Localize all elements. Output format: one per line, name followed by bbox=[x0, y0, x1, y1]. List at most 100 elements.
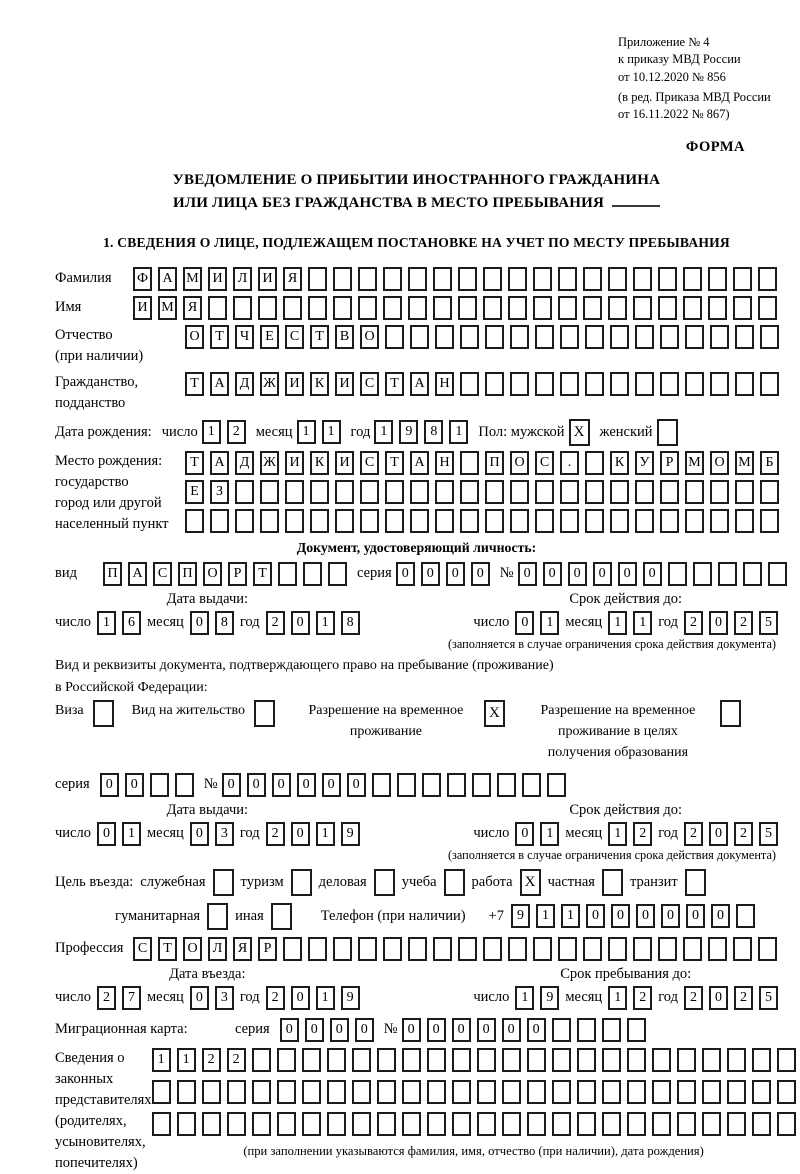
char-cell[interactable] bbox=[560, 371, 579, 396]
char-cell[interactable] bbox=[701, 1047, 721, 1072]
char-cell[interactable]: Т bbox=[185, 450, 204, 475]
purpose-humanitarian-checkbox[interactable] bbox=[207, 902, 229, 930]
char-cell[interactable] bbox=[458, 936, 477, 961]
char-cell[interactable] bbox=[526, 1079, 546, 1104]
char-cell[interactable] bbox=[233, 295, 252, 320]
char-cell[interactable] bbox=[483, 266, 502, 291]
char-cell[interactable] bbox=[608, 295, 627, 320]
char-cell[interactable]: Я bbox=[283, 266, 302, 291]
char-cell[interactable] bbox=[585, 508, 604, 533]
char-cell[interactable]: 1 bbox=[449, 420, 469, 445]
char-cell[interactable] bbox=[742, 561, 762, 586]
char-cell[interactable]: З bbox=[210, 479, 229, 504]
char-cell[interactable] bbox=[710, 479, 729, 504]
char-cell[interactable] bbox=[776, 1111, 796, 1136]
char-cell[interactable]: 1 bbox=[176, 1047, 196, 1072]
char-cell[interactable]: 2 bbox=[96, 985, 116, 1010]
char-cell[interactable] bbox=[508, 266, 527, 291]
char-cell[interactable]: 5 bbox=[759, 821, 778, 846]
char-cell[interactable] bbox=[760, 371, 779, 396]
char-cell[interactable] bbox=[610, 324, 629, 349]
char-cell[interactable] bbox=[383, 936, 402, 961]
char-cell[interactable] bbox=[683, 936, 702, 961]
char-cell[interactable] bbox=[651, 1111, 671, 1136]
char-cell[interactable] bbox=[308, 295, 327, 320]
char-cell[interactable] bbox=[760, 479, 779, 504]
char-cell[interactable] bbox=[758, 266, 777, 291]
char-cell[interactable] bbox=[335, 479, 354, 504]
char-cell[interactable] bbox=[251, 1047, 271, 1072]
char-cell[interactable] bbox=[685, 371, 704, 396]
char-cell[interactable]: 1 bbox=[540, 610, 560, 635]
char-cell[interactable]: 8 bbox=[340, 610, 360, 635]
char-cell[interactable]: 0 bbox=[221, 772, 241, 797]
char-cell[interactable] bbox=[726, 1111, 746, 1136]
char-cell[interactable] bbox=[401, 1079, 421, 1104]
char-cell[interactable] bbox=[533, 936, 552, 961]
char-cell[interactable] bbox=[433, 936, 452, 961]
char-cell[interactable]: 0 bbox=[189, 610, 209, 635]
char-cell[interactable] bbox=[310, 479, 329, 504]
char-cell[interactable] bbox=[760, 324, 779, 349]
char-cell[interactable] bbox=[551, 1079, 571, 1104]
char-cell[interactable] bbox=[276, 1111, 296, 1136]
char-cell[interactable] bbox=[585, 324, 604, 349]
char-cell[interactable] bbox=[610, 371, 629, 396]
char-cell[interactable] bbox=[551, 1047, 571, 1072]
char-cell[interactable]: Ж bbox=[260, 371, 279, 396]
char-cell[interactable]: 2 bbox=[226, 1047, 246, 1072]
char-cell[interactable] bbox=[660, 324, 679, 349]
char-cell[interactable] bbox=[585, 450, 604, 475]
char-cell[interactable] bbox=[176, 1079, 196, 1104]
char-cell[interactable] bbox=[408, 936, 427, 961]
char-cell[interactable]: П bbox=[178, 561, 197, 586]
char-cell[interactable] bbox=[701, 1079, 721, 1104]
char-cell[interactable]: 5 bbox=[759, 985, 778, 1010]
char-cell[interactable] bbox=[710, 371, 729, 396]
char-cell[interactable] bbox=[258, 295, 277, 320]
char-cell[interactable]: 1 bbox=[608, 610, 628, 635]
char-cell[interactable] bbox=[351, 1111, 371, 1136]
char-cell[interactable]: 0 bbox=[445, 561, 465, 586]
char-cell[interactable]: К bbox=[610, 450, 629, 475]
char-cell[interactable]: И bbox=[258, 266, 277, 291]
char-cell[interactable] bbox=[717, 561, 737, 586]
char-cell[interactable] bbox=[708, 295, 727, 320]
char-cell[interactable] bbox=[458, 295, 477, 320]
char-cell[interactable] bbox=[333, 295, 352, 320]
char-cell[interactable]: В bbox=[335, 324, 354, 349]
char-cell[interactable]: 0 bbox=[354, 1017, 374, 1042]
char-cell[interactable]: 1 bbox=[560, 904, 580, 929]
char-cell[interactable] bbox=[735, 324, 754, 349]
char-cell[interactable]: И bbox=[285, 371, 304, 396]
char-cell[interactable] bbox=[535, 324, 554, 349]
char-cell[interactable]: 0 bbox=[685, 904, 705, 929]
char-cell[interactable] bbox=[208, 295, 227, 320]
char-cell[interactable] bbox=[521, 772, 541, 797]
char-cell[interactable] bbox=[776, 1047, 796, 1072]
char-cell[interactable]: 0 bbox=[290, 985, 310, 1010]
purpose-study-checkbox[interactable] bbox=[443, 868, 465, 896]
char-cell[interactable] bbox=[776, 1079, 796, 1104]
char-cell[interactable] bbox=[335, 508, 354, 533]
char-cell[interactable] bbox=[758, 295, 777, 320]
char-cell[interactable]: П bbox=[103, 561, 122, 586]
char-cell[interactable] bbox=[460, 324, 479, 349]
char-cell[interactable] bbox=[683, 266, 702, 291]
char-cell[interactable] bbox=[635, 324, 654, 349]
char-cell[interactable] bbox=[501, 1047, 521, 1072]
char-cell[interactable]: 0 bbox=[585, 904, 605, 929]
char-cell[interactable]: 1 bbox=[96, 610, 116, 635]
char-cell[interactable] bbox=[485, 324, 504, 349]
char-cell[interactable] bbox=[583, 936, 602, 961]
char-cell[interactable] bbox=[660, 371, 679, 396]
char-cell[interactable]: 1 bbox=[515, 985, 535, 1010]
char-cell[interactable] bbox=[358, 295, 377, 320]
char-cell[interactable] bbox=[676, 1047, 696, 1072]
char-cell[interactable]: 5 bbox=[759, 610, 778, 635]
char-cell[interactable]: 1 bbox=[540, 821, 560, 846]
char-cell[interactable]: 0 bbox=[321, 772, 341, 797]
char-cell[interactable] bbox=[558, 936, 577, 961]
char-cell[interactable] bbox=[608, 936, 627, 961]
char-cell[interactable]: 6 bbox=[121, 610, 141, 635]
